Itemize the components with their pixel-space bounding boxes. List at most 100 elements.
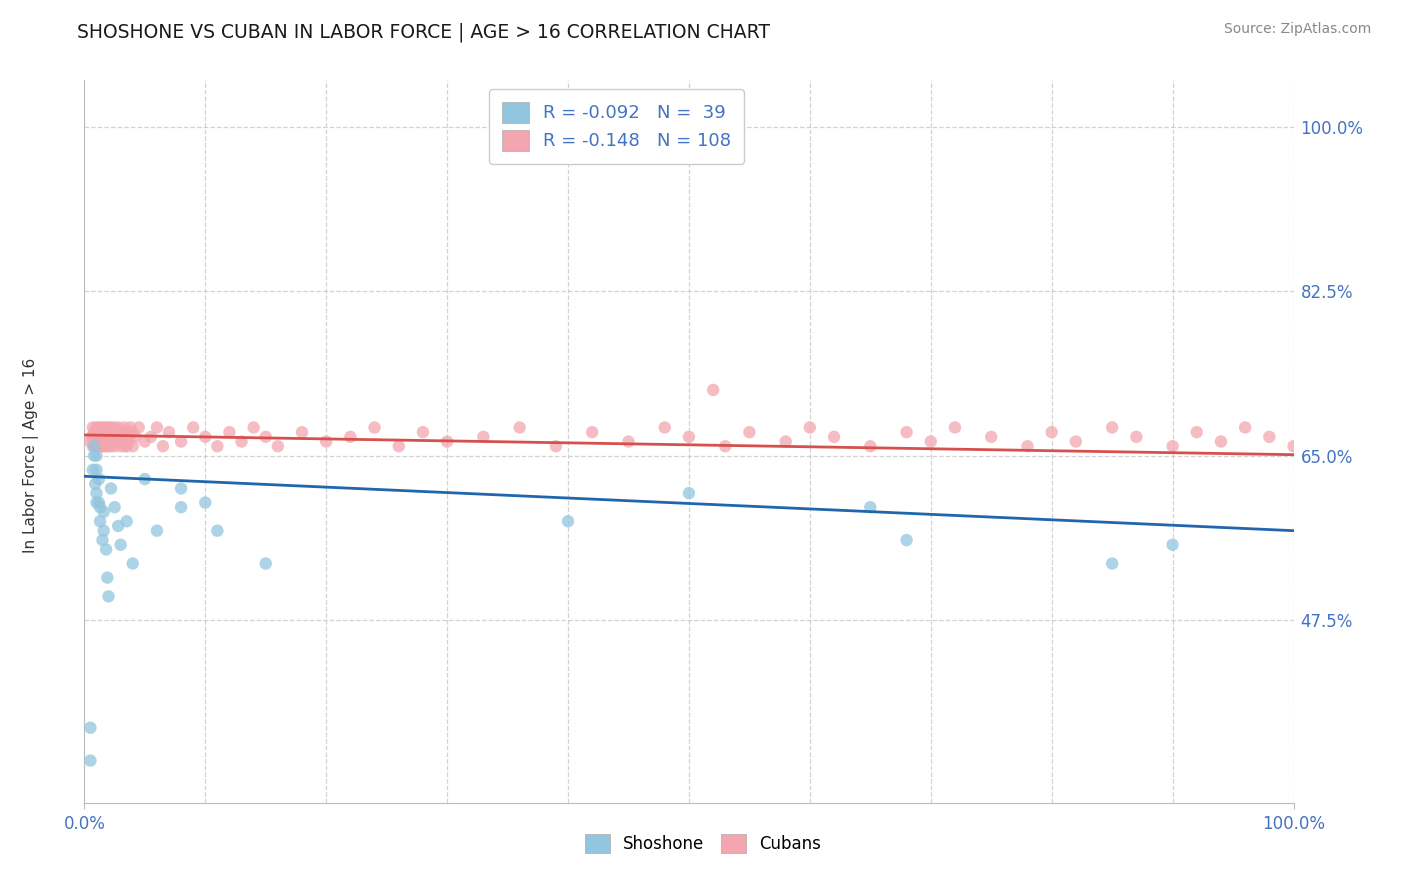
Point bbox=[581, 425, 603, 439]
Point bbox=[121, 557, 143, 571]
Point bbox=[94, 439, 117, 453]
Point bbox=[134, 434, 156, 449]
Point bbox=[1258, 430, 1281, 444]
Point bbox=[920, 434, 942, 449]
Point bbox=[94, 430, 117, 444]
Point bbox=[859, 500, 882, 515]
Legend: R = -0.092   N =  39, R = -0.148   N = 108: R = -0.092 N = 39, R = -0.148 N = 108 bbox=[489, 89, 744, 163]
Point bbox=[896, 533, 918, 547]
Point bbox=[291, 425, 314, 439]
Point bbox=[79, 434, 101, 449]
Point bbox=[108, 430, 131, 444]
Point bbox=[97, 430, 120, 444]
Point bbox=[1185, 425, 1208, 439]
Point bbox=[1234, 420, 1257, 434]
Point bbox=[1282, 439, 1305, 453]
Point bbox=[100, 482, 122, 496]
Point bbox=[557, 514, 579, 528]
Point bbox=[823, 430, 845, 444]
Point bbox=[89, 514, 111, 528]
Point bbox=[943, 420, 966, 434]
Point bbox=[107, 420, 129, 434]
Text: Source: ZipAtlas.com: Source: ZipAtlas.com bbox=[1223, 22, 1371, 37]
Point bbox=[1161, 538, 1184, 552]
Point bbox=[79, 721, 101, 735]
Point bbox=[896, 425, 918, 439]
Point bbox=[87, 495, 110, 509]
Point bbox=[84, 439, 107, 453]
Point bbox=[103, 430, 125, 444]
Point bbox=[111, 434, 134, 449]
Point bbox=[254, 430, 277, 444]
Point bbox=[472, 430, 495, 444]
Point bbox=[90, 434, 112, 449]
Point bbox=[654, 420, 676, 434]
Text: In Labor Force | Age > 16: In Labor Force | Age > 16 bbox=[22, 358, 39, 552]
Point bbox=[96, 425, 118, 439]
Point bbox=[231, 434, 253, 449]
Point bbox=[339, 430, 361, 444]
Point bbox=[101, 434, 124, 449]
Point bbox=[775, 434, 797, 449]
Point bbox=[157, 425, 180, 439]
Point bbox=[181, 420, 204, 434]
Point bbox=[86, 420, 108, 434]
Point bbox=[315, 434, 337, 449]
Point bbox=[86, 434, 108, 449]
Point bbox=[242, 420, 264, 434]
Point bbox=[218, 425, 240, 439]
Point bbox=[363, 420, 385, 434]
Point bbox=[115, 439, 138, 453]
Point bbox=[104, 430, 127, 444]
Point bbox=[118, 434, 141, 449]
Point bbox=[112, 430, 135, 444]
Point bbox=[115, 514, 138, 528]
Point bbox=[117, 430, 139, 444]
Point bbox=[134, 472, 156, 486]
Point bbox=[980, 430, 1002, 444]
Point bbox=[678, 430, 700, 444]
Legend: Shoshone, Cubans: Shoshone, Cubans bbox=[576, 825, 830, 862]
Point bbox=[84, 430, 107, 444]
Point bbox=[678, 486, 700, 500]
Point bbox=[94, 420, 117, 434]
Point bbox=[412, 425, 434, 439]
Point bbox=[1101, 557, 1123, 571]
Point bbox=[120, 420, 142, 434]
Point bbox=[80, 430, 103, 444]
Point bbox=[1017, 439, 1039, 453]
Point bbox=[91, 425, 114, 439]
Point bbox=[170, 434, 193, 449]
Point bbox=[104, 420, 127, 434]
Point bbox=[83, 449, 105, 463]
Point bbox=[94, 434, 117, 449]
Point bbox=[82, 420, 104, 434]
Point bbox=[89, 430, 111, 444]
Point bbox=[128, 420, 150, 434]
Point bbox=[87, 420, 110, 434]
Point bbox=[79, 754, 101, 768]
Point bbox=[91, 439, 114, 453]
Point bbox=[799, 420, 821, 434]
Point bbox=[207, 439, 229, 453]
Point bbox=[82, 463, 104, 477]
Point bbox=[90, 420, 112, 434]
Point bbox=[93, 439, 115, 453]
Point bbox=[98, 425, 121, 439]
Point bbox=[617, 434, 640, 449]
Point bbox=[139, 430, 162, 444]
Point bbox=[89, 500, 111, 515]
Point bbox=[115, 425, 138, 439]
Point bbox=[82, 439, 104, 453]
Text: SHOSHONE VS CUBAN IN LABOR FORCE | AGE > 16 CORRELATION CHART: SHOSHONE VS CUBAN IN LABOR FORCE | AGE >… bbox=[77, 22, 770, 42]
Point bbox=[124, 430, 146, 444]
Point bbox=[146, 420, 169, 434]
Point bbox=[100, 439, 122, 453]
Point bbox=[89, 439, 111, 453]
Point bbox=[93, 505, 115, 519]
Point bbox=[86, 439, 108, 453]
Point bbox=[121, 439, 143, 453]
Point bbox=[194, 430, 217, 444]
Point bbox=[1209, 434, 1232, 449]
Point bbox=[91, 533, 114, 547]
